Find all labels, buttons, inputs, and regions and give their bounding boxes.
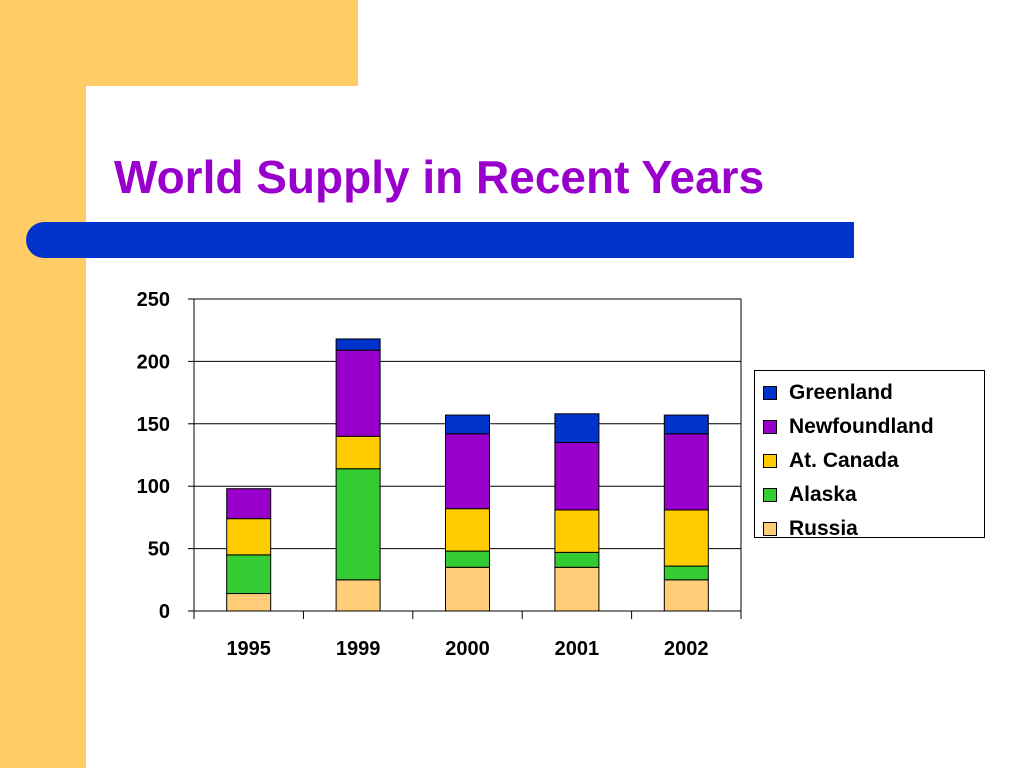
bar-segment-russia-2000 <box>445 566 490 612</box>
bar-segment-newfoundland-1995 <box>226 488 272 520</box>
bar-segment-russia-1995 <box>226 593 272 612</box>
legend-label: Greenland <box>789 381 893 404</box>
bar-segment-greenland-2002 <box>663 414 709 435</box>
x-tick-label: 2001 <box>555 638 600 660</box>
y-tick-label: 0 <box>159 601 170 623</box>
bar-segment-alaska-2001 <box>554 551 600 568</box>
legend-swatch <box>763 454 777 468</box>
y-tick-label: 150 <box>137 414 170 436</box>
decorative-left-band <box>0 0 86 768</box>
bar-segment-russia-2002 <box>663 579 709 612</box>
bar-segment-alaska-2002 <box>663 565 709 581</box>
chart-legend: Greenland Newfoundland At. Canada Alaska Rus… <box>754 370 985 540</box>
y-tick-label: 50 <box>148 539 170 561</box>
legend-label: Alaska <box>789 483 857 506</box>
legend-item: Greenland <box>755 376 984 410</box>
legend-item: At. Canada <box>755 444 984 478</box>
bar-segment-newfoundland-2002 <box>663 433 709 511</box>
legend-item: Russia <box>755 512 984 546</box>
bar-segment-at-canada-2002 <box>663 509 709 567</box>
bar-segment-newfoundland-1999 <box>335 349 381 437</box>
bar-segment-at-canada-2000 <box>445 508 490 552</box>
bar-segment-alaska-2000 <box>445 550 490 568</box>
bar-segment-russia-1999 <box>335 579 381 612</box>
x-tick-label: 1999 <box>336 638 381 660</box>
bar-segment-at-canada-1995 <box>226 518 272 556</box>
y-tick-label: 250 <box>137 289 170 311</box>
bar-segment-alaska-1995 <box>226 554 272 595</box>
bar-segment-russia-2001 <box>554 566 600 612</box>
bar-segment-at-canada-1999 <box>335 435 381 470</box>
x-tick-label: 1995 <box>226 638 271 660</box>
legend-swatch <box>763 420 777 434</box>
legend-label: Russia <box>789 517 858 540</box>
legend-label: At. Canada <box>789 449 899 472</box>
legend-swatch <box>763 386 777 400</box>
y-tick-label: 200 <box>137 351 170 373</box>
bar-segment-newfoundland-2001 <box>554 442 600 511</box>
legend-swatch <box>763 522 777 536</box>
bar-segment-greenland-1999 <box>335 338 381 351</box>
y-tick-label: 100 <box>137 476 170 498</box>
title-underline-bar <box>26 222 854 258</box>
bar-segment-alaska-1999 <box>335 468 381 581</box>
bar-segment-greenland-2000 <box>445 414 490 435</box>
legend-label: Newfoundland <box>789 415 934 438</box>
legend-swatch <box>763 488 777 502</box>
x-tick-label: 2000 <box>445 638 490 660</box>
bar-segment-greenland-2001 <box>554 413 600 444</box>
legend-item: Newfoundland <box>755 410 984 444</box>
bar-segment-at-canada-2001 <box>554 509 600 553</box>
x-tick-label: 2002 <box>664 638 709 660</box>
bar-segment-newfoundland-2000 <box>445 433 490 510</box>
legend-item: Alaska <box>755 478 984 512</box>
slide-title: World Supply in Recent Years <box>114 151 765 203</box>
